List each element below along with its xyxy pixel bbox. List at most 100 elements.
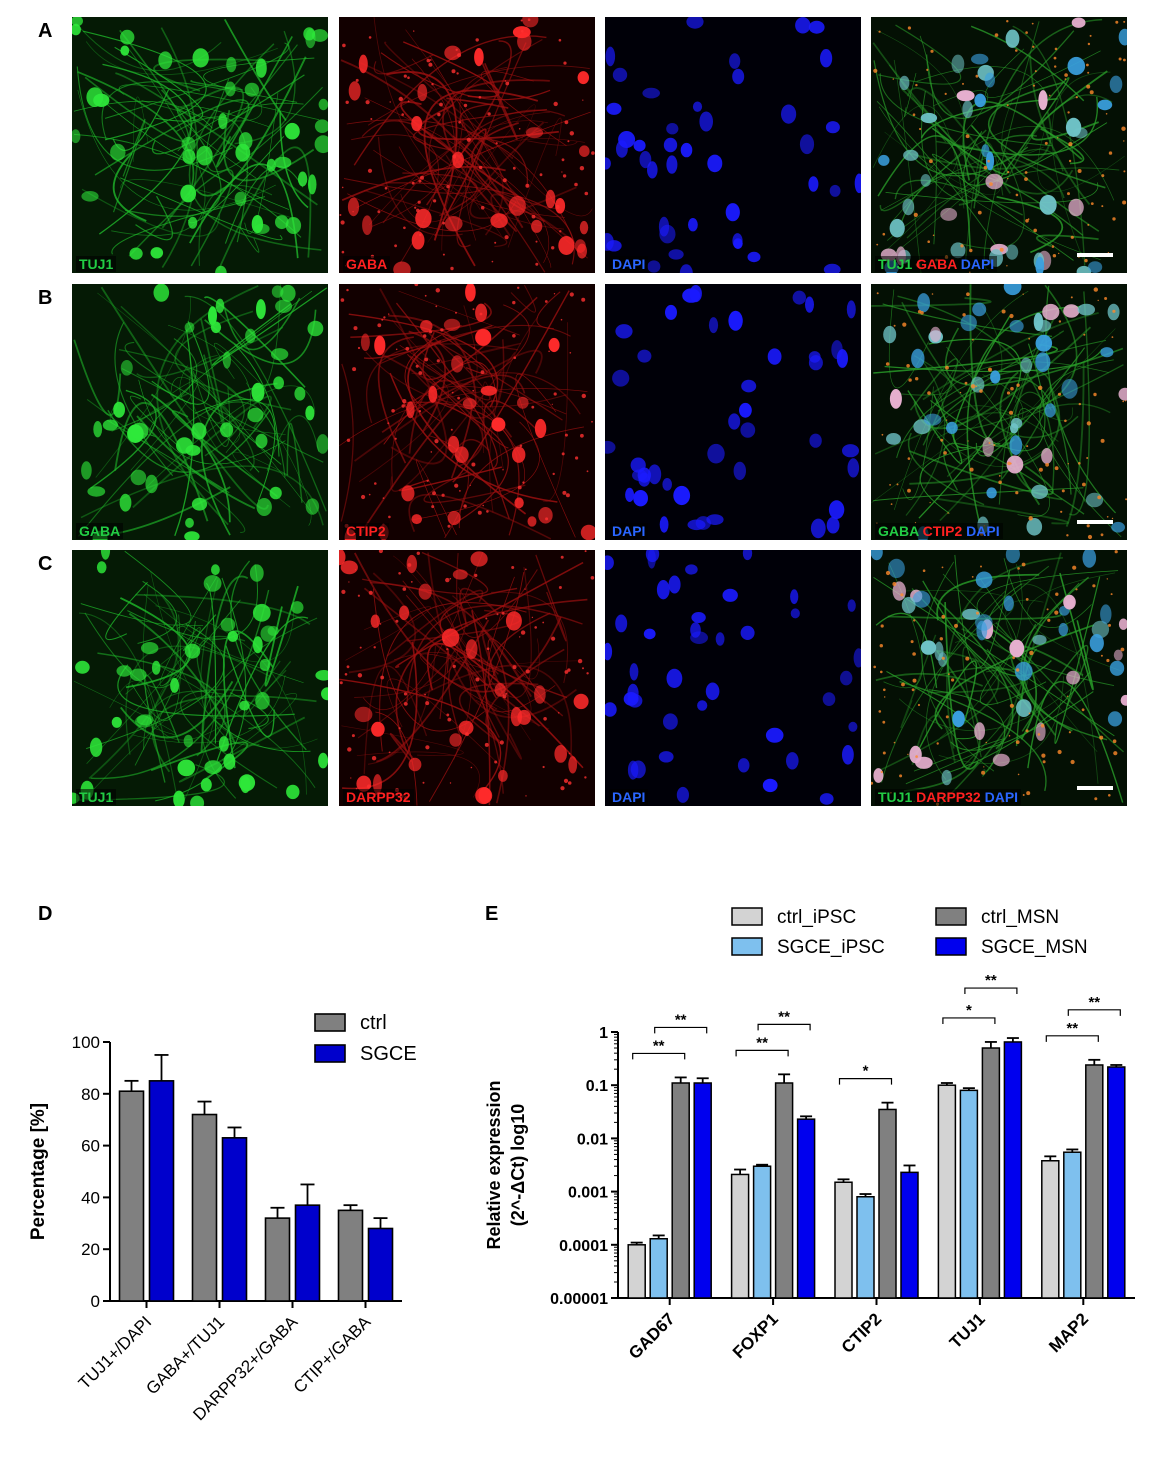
legend-label-SGCE_iPSC: SGCE_iPSC bbox=[777, 937, 885, 958]
y-tick-label: 0.001 bbox=[568, 1185, 608, 1202]
stain-name: GABA bbox=[878, 523, 923, 539]
micrograph-stain-label: GABA bbox=[76, 523, 124, 539]
significance-label: ** bbox=[756, 1034, 768, 1051]
significance-label: ** bbox=[985, 972, 997, 989]
y-axis-label: Percentage [%] bbox=[28, 1103, 49, 1240]
micrograph-stain-label: TUJ1 bbox=[76, 256, 117, 272]
y-tick-label: 40 bbox=[81, 1188, 100, 1207]
micrograph-image bbox=[871, 550, 1127, 806]
bar-ctrl_iPSC bbox=[1041, 1160, 1060, 1299]
stain-name: GABA bbox=[79, 523, 121, 539]
x-tick-label: CTIP2 bbox=[838, 1309, 886, 1357]
stain-name: DAPI bbox=[612, 256, 646, 272]
bar-ctrl bbox=[264, 1217, 291, 1302]
scale-bar bbox=[1077, 786, 1113, 790]
x-tick-label: TUJ1 bbox=[946, 1309, 989, 1352]
significance-label: ** bbox=[1066, 1020, 1078, 1037]
micrograph-image bbox=[72, 284, 328, 540]
significance-label: ** bbox=[653, 1037, 665, 1054]
micrograph-stain-label: TUJ1 bbox=[76, 789, 117, 805]
y-tick-label: 0.1 bbox=[586, 1078, 608, 1095]
stain-name: DAPI bbox=[612, 789, 646, 805]
bar-SGCE_iPSC bbox=[856, 1196, 875, 1299]
micrograph-image bbox=[339, 284, 595, 540]
micrograph-3-2: DARPP32 bbox=[339, 550, 595, 806]
significance-bracket bbox=[632, 1052, 686, 1060]
micrograph-2-2: CTIP2 bbox=[339, 284, 595, 540]
panel-letter-c: C bbox=[38, 553, 53, 575]
significance-bracket bbox=[1045, 1035, 1099, 1042]
y-tick-label: 0 bbox=[91, 1292, 100, 1311]
scale-bar bbox=[1077, 253, 1113, 257]
bar-ctrl_MSN bbox=[878, 1108, 897, 1299]
legend-swatch-SGCE_iPSC bbox=[731, 937, 763, 956]
stain-name: TUJ1 bbox=[79, 256, 114, 272]
significance-label: ** bbox=[675, 1011, 687, 1028]
stain-name: DARPP32 bbox=[916, 789, 985, 805]
bar-SGCE_MSN bbox=[900, 1171, 919, 1299]
bar-ctrl_MSN bbox=[671, 1082, 690, 1299]
micrograph-image bbox=[605, 284, 861, 540]
legend-swatch-SGCE bbox=[314, 1044, 346, 1063]
bar-SGCE bbox=[294, 1204, 321, 1302]
y-tick-label: 0.0001 bbox=[559, 1238, 608, 1255]
panel-letter-d: D bbox=[38, 903, 53, 925]
legend-swatch-ctrl_MSN bbox=[935, 907, 967, 926]
stain-name: TUJ1 bbox=[878, 256, 917, 272]
bar-ctrl_iPSC bbox=[627, 1244, 646, 1299]
significance-label: * bbox=[863, 1063, 869, 1080]
legend-label-ctrl: ctrl bbox=[360, 1012, 387, 1034]
y-tick-label: 60 bbox=[81, 1137, 100, 1156]
micrograph-stain-label: DAPI bbox=[609, 256, 649, 272]
micrograph-2-4: GABA CTIP2 DAPI bbox=[871, 284, 1127, 540]
micrograph-1-1: TUJ1 bbox=[72, 17, 328, 273]
bar-SGCE_MSN bbox=[693, 1082, 712, 1299]
stain-name: DAPI bbox=[984, 789, 1019, 805]
y-tick-label: 0.01 bbox=[577, 1131, 608, 1148]
micrograph-stain-label: CTIP2 bbox=[343, 523, 389, 539]
legend-label-ctrl_MSN: ctrl_MSN bbox=[981, 907, 1059, 928]
micrograph-stain-label: DAPI bbox=[609, 789, 649, 805]
y-tick-label: 100 bbox=[72, 1033, 100, 1052]
x-tick-label: MAP2 bbox=[1045, 1309, 1092, 1356]
bar-SGCE_iPSC bbox=[752, 1165, 772, 1299]
stain-name: DAPI bbox=[612, 523, 646, 539]
significance-label: ** bbox=[1088, 994, 1100, 1011]
bar-SGCE_iPSC bbox=[649, 1237, 668, 1299]
stain-name: DARPP32 bbox=[346, 789, 411, 805]
bar-ctrl bbox=[191, 1113, 218, 1302]
micrograph-1-3: DAPI bbox=[605, 17, 861, 273]
bar-ctrl bbox=[118, 1090, 145, 1302]
micrograph-stain-label: TUJ1 GABA DAPI bbox=[875, 256, 998, 272]
micrograph-3-3: DAPI bbox=[605, 550, 861, 806]
significance-bracket bbox=[964, 987, 1018, 995]
legend-label-ctrl_iPSC: ctrl_iPSC bbox=[777, 907, 856, 928]
bar-ctrl_iPSC bbox=[730, 1173, 750, 1299]
y-tick-label: 20 bbox=[81, 1240, 100, 1259]
micrograph-stain-label: DAPI bbox=[609, 523, 649, 539]
y-tick-label: 0.00001 bbox=[550, 1291, 608, 1308]
bar-SGCE_MSN bbox=[1003, 1041, 1023, 1299]
bar-SGCE bbox=[148, 1080, 175, 1302]
x-tick-label: TUJ1+/DAPI bbox=[75, 1312, 156, 1393]
micrograph-2-3: DAPI bbox=[605, 284, 861, 540]
micrograph-image bbox=[871, 284, 1127, 540]
micrograph-3-1: TUJ1 bbox=[72, 550, 328, 806]
stain-name: CTIP2 bbox=[922, 523, 967, 539]
bar-ctrl_MSN bbox=[774, 1082, 794, 1299]
micrograph-stain-label: TUJ1 DARPP32 DAPI bbox=[875, 789, 1022, 805]
micrograph-1-4: TUJ1 GABA DAPI bbox=[871, 17, 1127, 273]
legend-swatch-ctrl_iPSC bbox=[731, 907, 763, 926]
micrograph-image bbox=[605, 17, 861, 273]
micrograph-image bbox=[339, 550, 595, 806]
significance-bracket bbox=[757, 1023, 811, 1031]
legend-label-SGCE_MSN: SGCE_MSN bbox=[981, 937, 1088, 958]
stain-name: DAPI bbox=[966, 523, 1000, 539]
significance-bracket bbox=[654, 1026, 708, 1034]
stain-name: CTIP2 bbox=[346, 523, 386, 539]
chart-e-relative-expression: 0.00001 0.0001 0.001 0.01 0.1 1 Relative expre… bbox=[484, 907, 1135, 1363]
significance-label: * bbox=[966, 1002, 972, 1019]
significance-bracket bbox=[942, 1017, 996, 1024]
significance-bracket bbox=[735, 1049, 789, 1057]
